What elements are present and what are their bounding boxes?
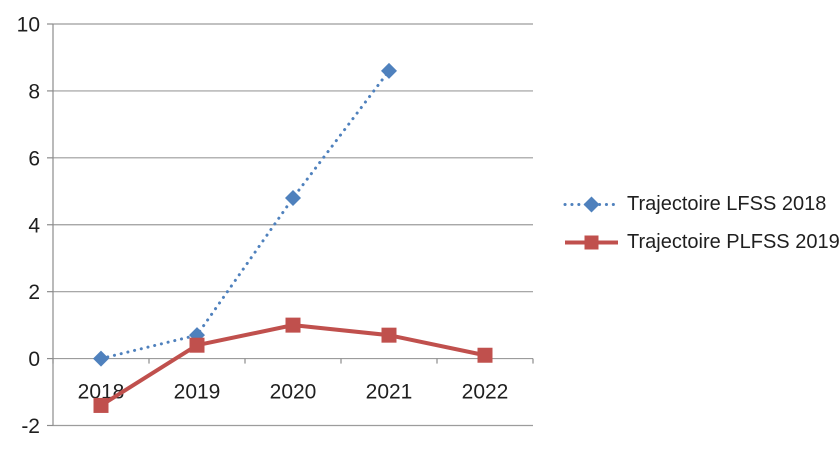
svg-text:0: 0	[28, 348, 40, 371]
svg-text:2021: 2021	[366, 381, 413, 404]
svg-text:6: 6	[28, 147, 40, 170]
svg-text:2022: 2022	[462, 381, 509, 404]
svg-text:2020: 2020	[270, 381, 317, 404]
legend-item-plfss-2019: Trajectoire PLFSS 2019	[563, 230, 839, 254]
legend-item-lfss-2018: Trajectoire LFSS 2018	[563, 192, 839, 216]
legend-label-plfss-2019: Trajectoire PLFSS 2019	[627, 230, 839, 253]
svg-text:2019: 2019	[174, 381, 221, 404]
svg-text:8: 8	[28, 80, 40, 103]
svg-text:-2: -2	[21, 415, 40, 438]
square-marker-icon	[584, 235, 599, 249]
diamond-marker-icon	[583, 196, 600, 212]
legend: Trajectoire LFSS 2018 Trajectoire PLFSS …	[563, 192, 839, 254]
legend-sample-plfss-2019	[565, 235, 618, 249]
legend-sample-lfss-2018	[563, 196, 620, 212]
svg-text:2: 2	[28, 281, 40, 304]
svg-text:4: 4	[28, 214, 40, 237]
svg-text:10: 10	[17, 14, 40, 37]
legend-label-lfss-2018: Trajectoire LFSS 2018	[627, 192, 827, 215]
